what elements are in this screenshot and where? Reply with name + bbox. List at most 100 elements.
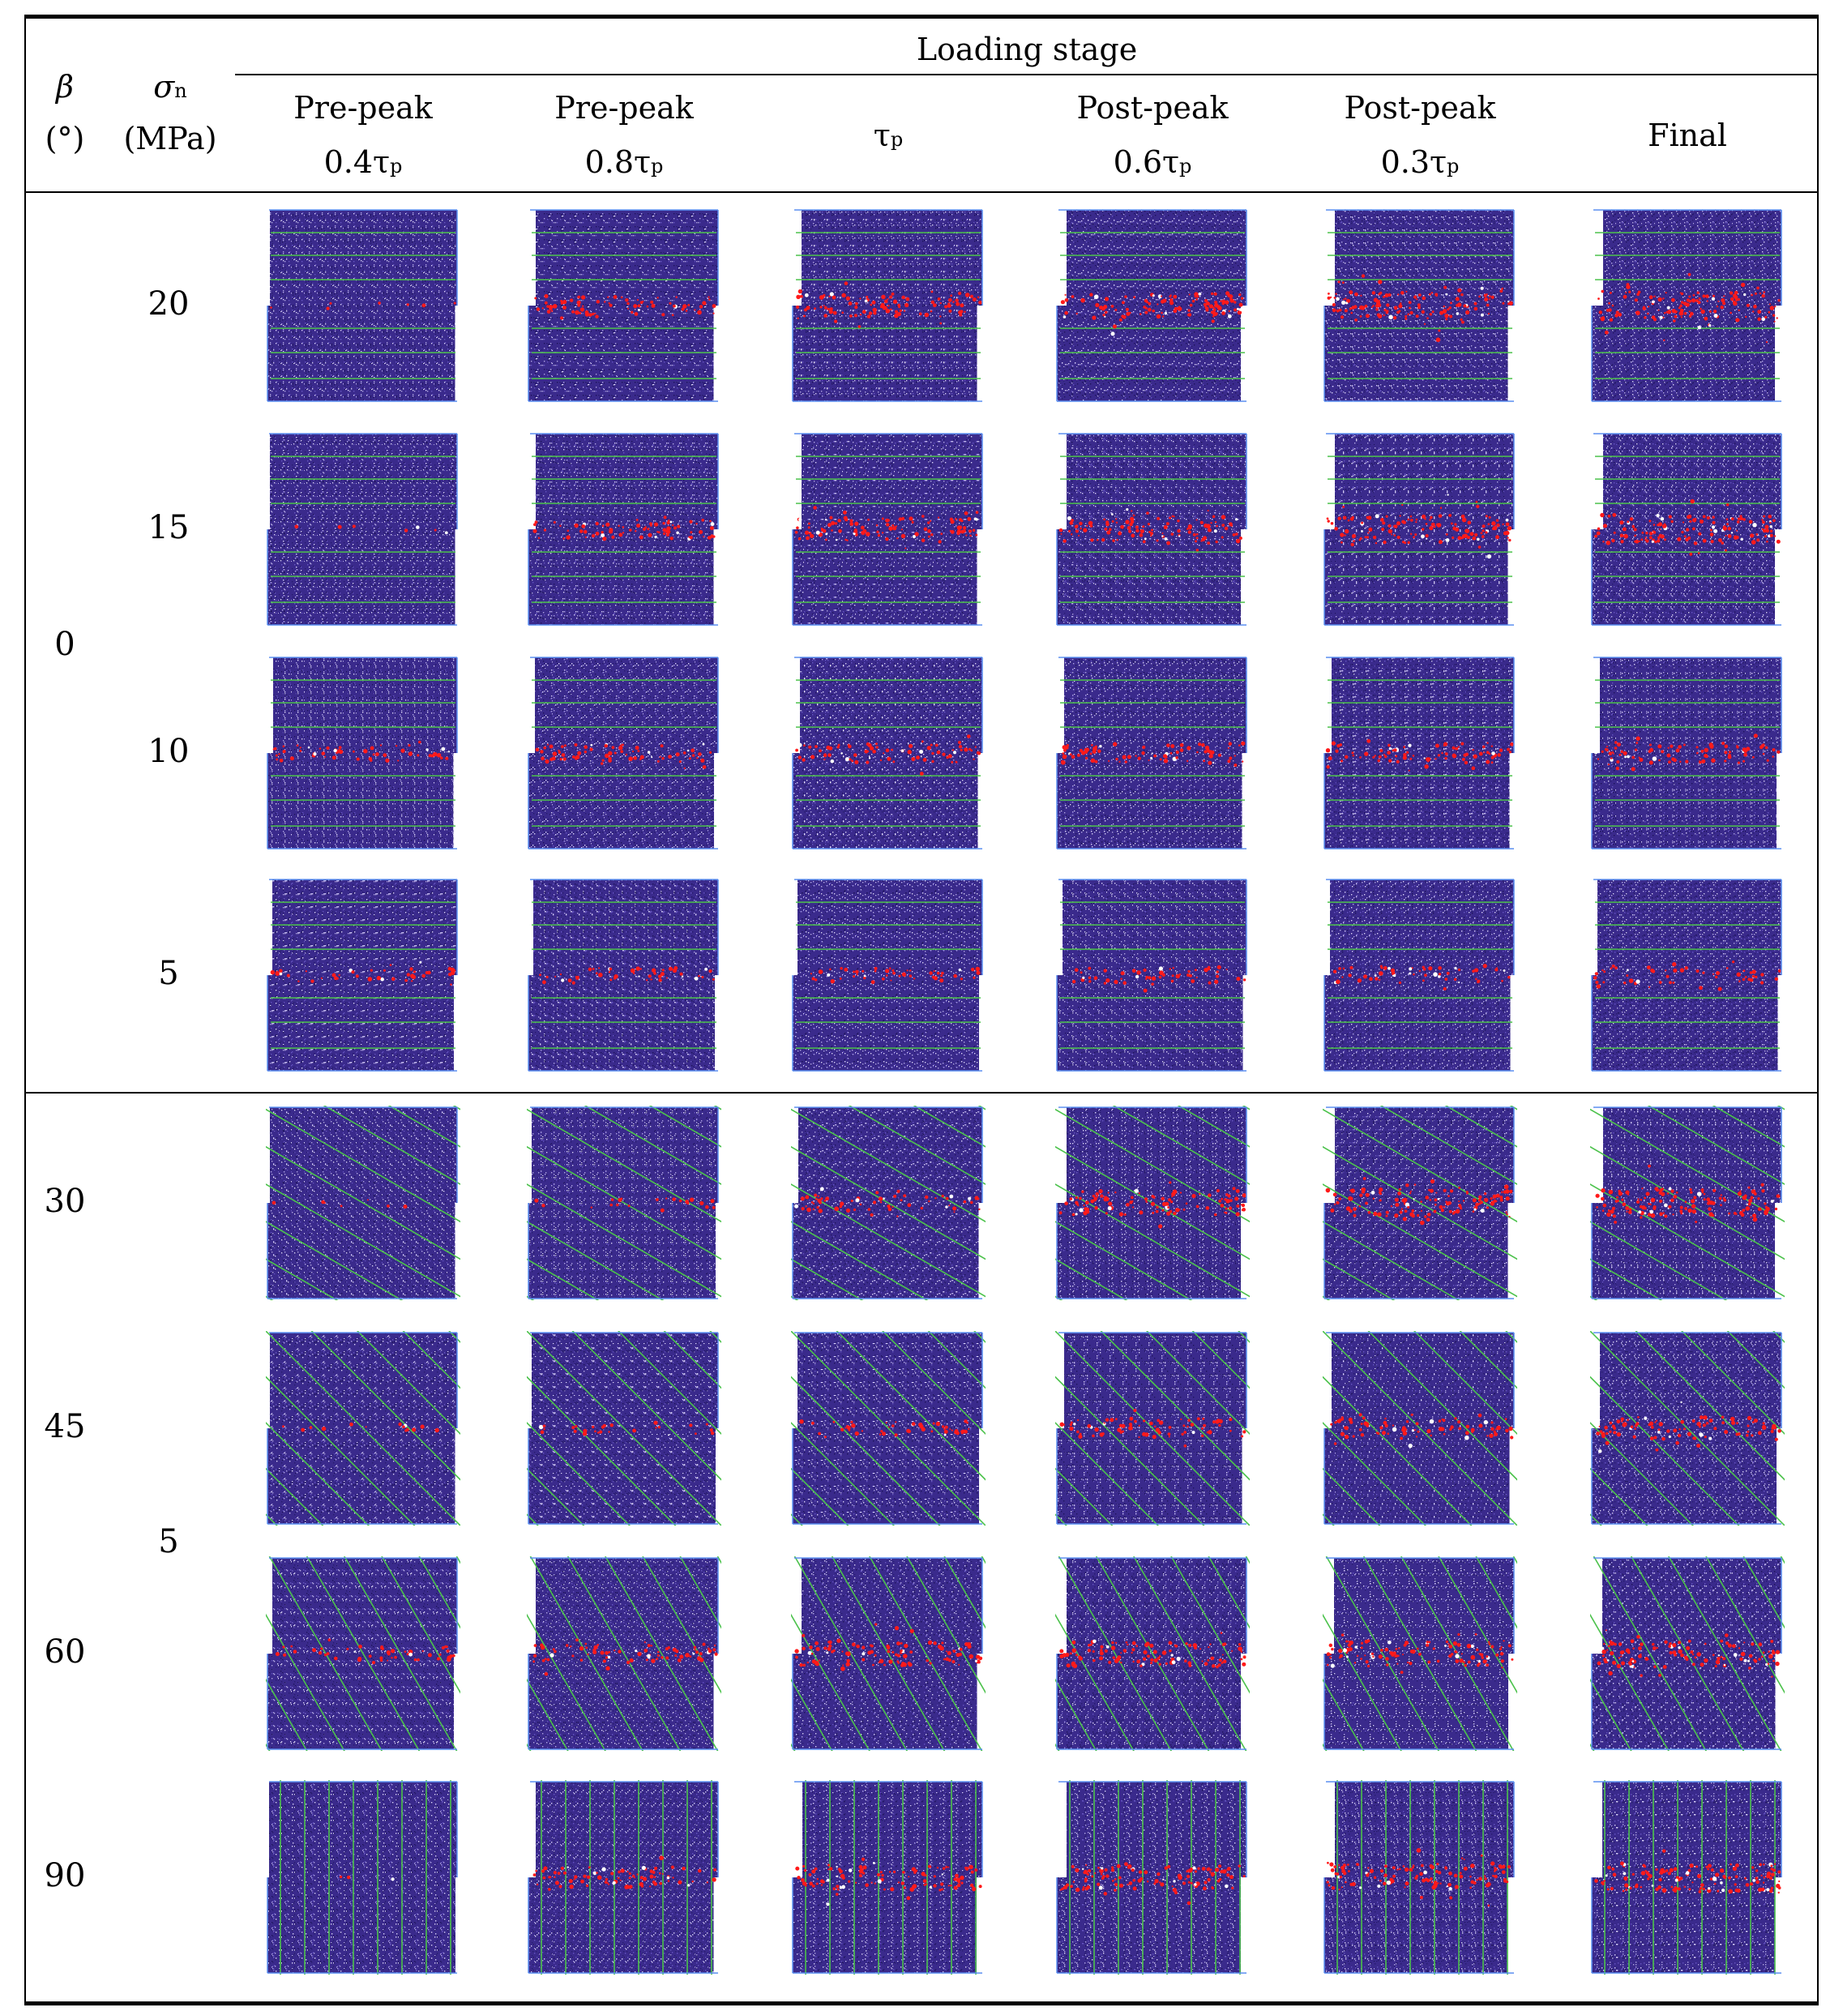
crack-particle: [571, 755, 575, 759]
crack-particle: [1234, 1196, 1239, 1201]
crack-particle: [1109, 528, 1112, 531]
crack-particle: [1428, 1641, 1431, 1643]
crack-particle: [1653, 524, 1656, 526]
crack-particle: [1328, 1884, 1331, 1887]
crack-particle: [1650, 1425, 1654, 1429]
crack-particle: [1766, 1888, 1770, 1892]
crack-particle: [1409, 1192, 1412, 1194]
crack-particle: [1118, 531, 1122, 534]
crack-particle: [1636, 1422, 1640, 1426]
crack-particle: [1152, 1196, 1156, 1199]
crack-particle: [1697, 552, 1700, 554]
crack-particle: [949, 529, 951, 532]
crack-particle: [1094, 760, 1098, 764]
crack-particle: [1131, 1200, 1134, 1202]
crack-particle: [1187, 1661, 1191, 1665]
crack-particle: [1610, 967, 1613, 969]
crack-particle: [1755, 1877, 1759, 1880]
crack-particle: [417, 754, 420, 757]
crack-particle: [575, 1425, 578, 1428]
crack-particle: [1467, 1660, 1471, 1664]
crack-particle: [1486, 1655, 1489, 1658]
specimen-cell: [266, 656, 460, 850]
crack-particle: [1488, 516, 1491, 519]
crack-particle: [1777, 1429, 1781, 1433]
crack-cluster: [1595, 1164, 1781, 1224]
crack-particle: [351, 970, 355, 974]
joint-line: [1667, 1556, 1782, 1751]
crack-particle: [580, 295, 586, 300]
crack-particle: [1751, 1866, 1755, 1869]
crack-particle: [1069, 753, 1072, 756]
crack-particle: [1716, 971, 1720, 975]
crack-particle: [1416, 1847, 1422, 1853]
crack-particle: [1115, 518, 1118, 520]
crack-particle: [1760, 1655, 1764, 1659]
crack-particle: [1345, 1655, 1349, 1659]
crack-particle: [1170, 1654, 1174, 1657]
crack-particle: [1612, 1660, 1616, 1665]
crack-particle: [633, 304, 638, 309]
joint-set: [1060, 901, 1245, 1049]
crack-particle: [1447, 308, 1450, 311]
crack-particle: [1460, 536, 1464, 540]
crack-particle: [1467, 520, 1472, 524]
crack-particle: [453, 302, 456, 305]
crack-particle: [1593, 976, 1597, 980]
crack-particle: [1627, 1419, 1629, 1421]
crack-particle: [560, 299, 563, 302]
crack-particle: [1396, 521, 1400, 526]
crack-particle: [1383, 753, 1385, 756]
crack-particle: [1687, 1868, 1691, 1873]
crack-particle: [1697, 301, 1701, 305]
crack-particle: [1363, 974, 1367, 979]
crack-particle: [948, 1205, 951, 1206]
crack-particle: [1218, 1199, 1221, 1203]
crack-particle: [1212, 306, 1215, 309]
joint-line: [1590, 1376, 1740, 1526]
crack-particle: [450, 983, 452, 986]
crack-particle: [1158, 975, 1162, 979]
crack-particle: [816, 1877, 819, 1881]
crack-particle: [1659, 528, 1661, 530]
crack-particle: [1091, 1875, 1094, 1878]
crack-particle: [1750, 1196, 1754, 1200]
crack-particle: [1736, 972, 1741, 977]
crack-particle: [862, 1646, 866, 1650]
crack-particle: [586, 1875, 591, 1879]
crack-particle: [955, 1873, 959, 1878]
crack-particle: [279, 972, 283, 976]
crack-particle: [1601, 1196, 1605, 1201]
crack-particle: [1653, 1205, 1657, 1209]
crack-particle: [1476, 1648, 1479, 1651]
crack-particle: [634, 1877, 636, 1879]
crack-particle: [1691, 1191, 1693, 1193]
crack-particle: [968, 1427, 970, 1430]
specimen-image: [267, 209, 458, 402]
crack-particle: [1620, 750, 1623, 753]
crack-particle: [1172, 966, 1174, 969]
crack-particle: [903, 1654, 908, 1659]
crack-particle: [892, 524, 895, 527]
crack-particle: [811, 977, 815, 981]
crack-particle: [533, 1644, 537, 1647]
crack-particle: [1405, 317, 1408, 320]
crack-particle: [1623, 981, 1627, 985]
crack-particle: [636, 298, 639, 302]
crack-particle: [1683, 535, 1687, 537]
crack-particle: [1748, 1198, 1753, 1203]
crack-particle: [391, 1877, 395, 1881]
crack-particle: [1678, 745, 1682, 749]
crack-particle: [1651, 1642, 1655, 1646]
crack-particle: [1383, 314, 1385, 317]
crack-particle: [1382, 521, 1386, 525]
crack-particle: [1452, 536, 1455, 539]
crack-particle: [1137, 1878, 1142, 1883]
crack-cluster: [1071, 965, 1246, 993]
crack-particle: [1607, 1645, 1610, 1648]
crack-particle: [678, 760, 682, 764]
crack-particle: [1190, 1423, 1195, 1427]
crack-particle: [1173, 1211, 1177, 1216]
specimen-image: [1323, 209, 1515, 402]
crack-particle: [1108, 760, 1110, 762]
